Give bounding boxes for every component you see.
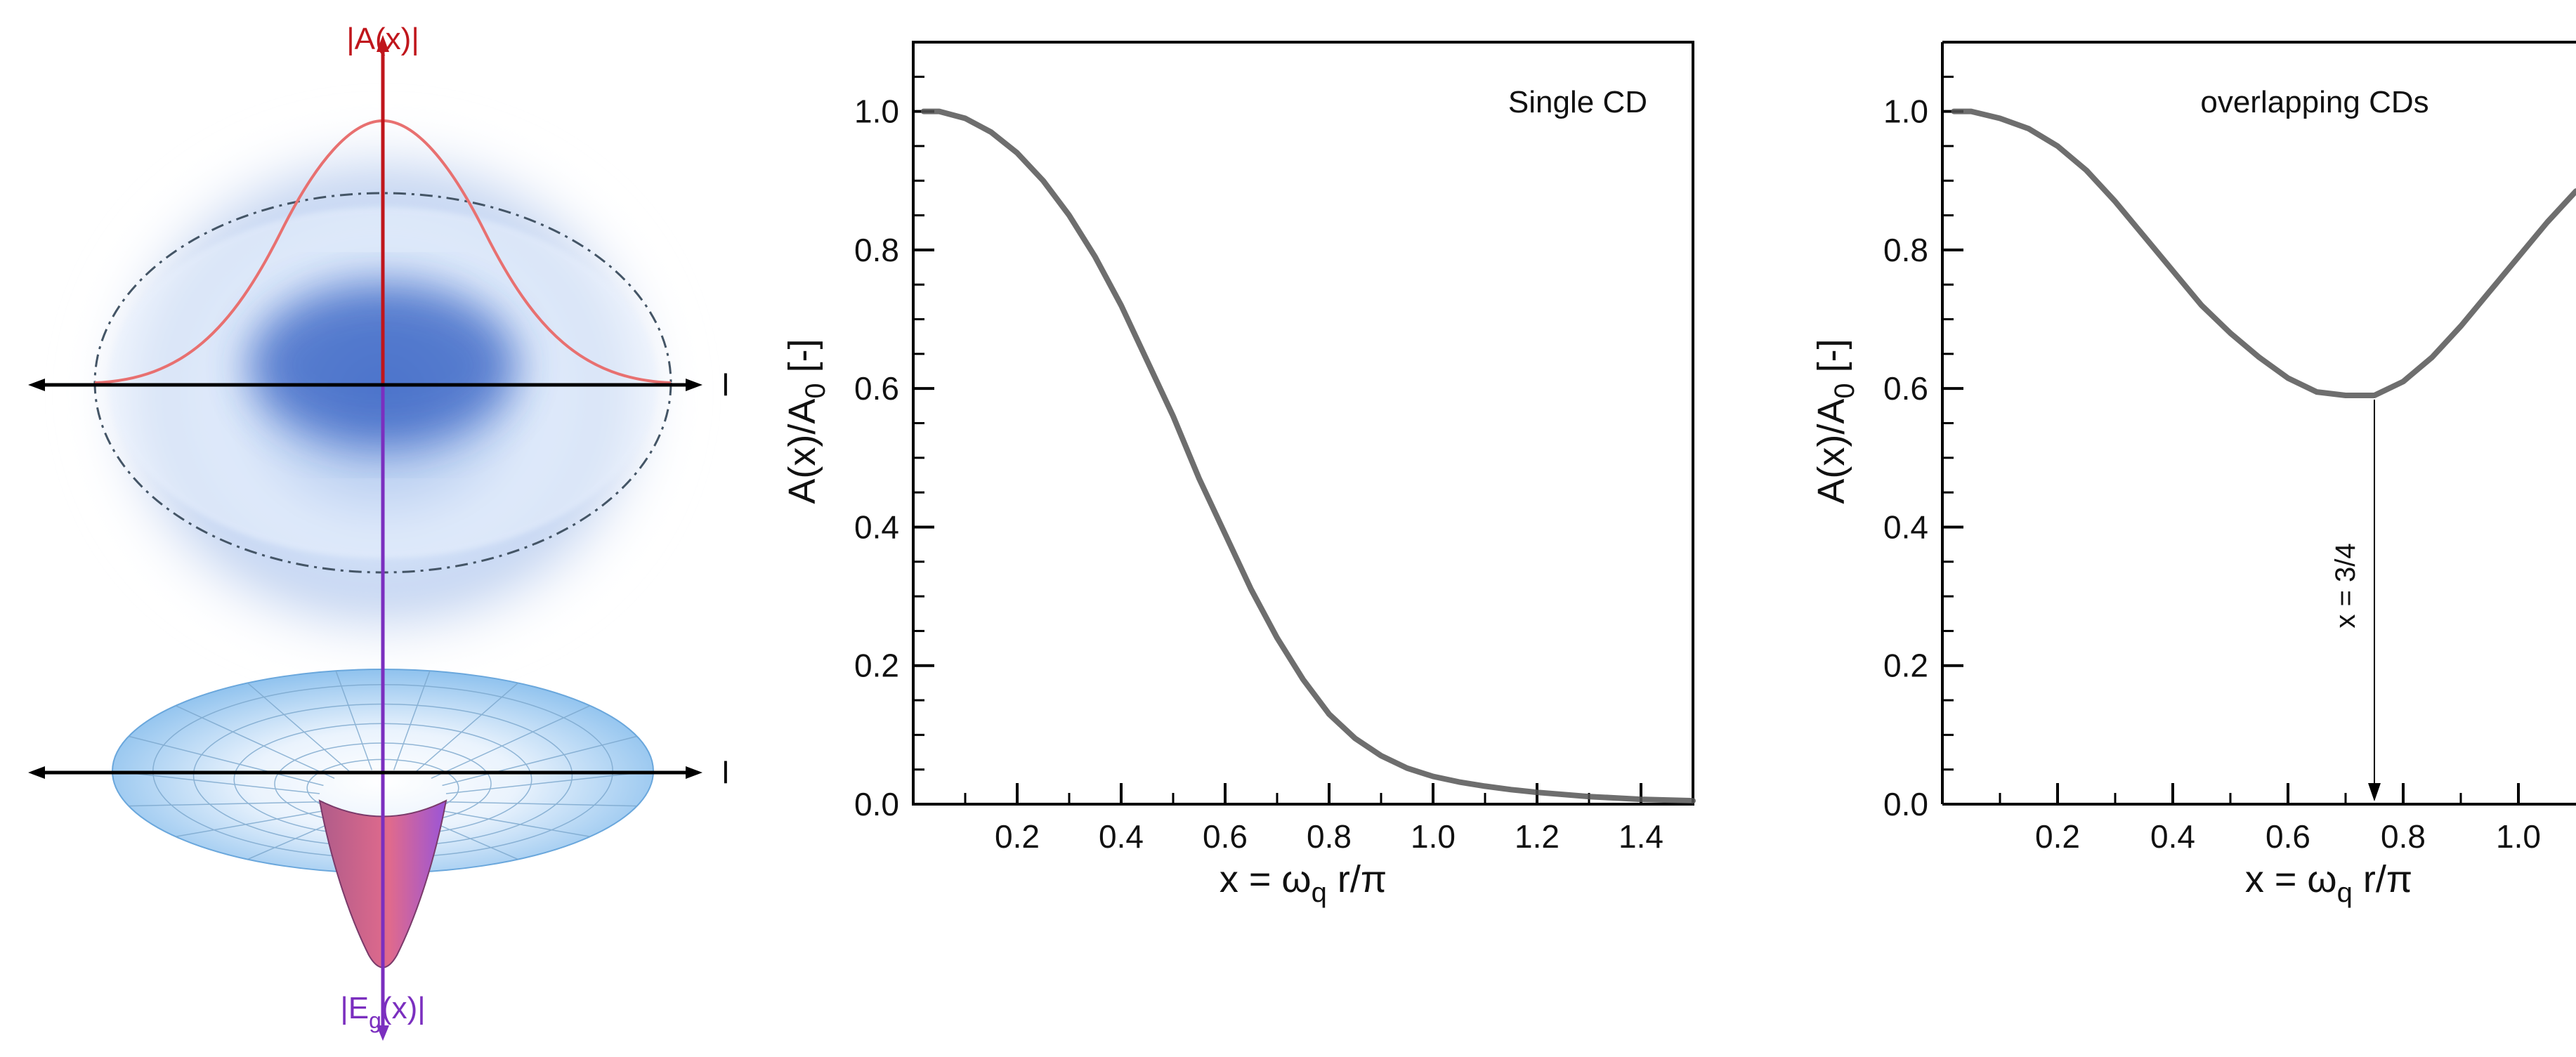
plot-frame (912, 41, 1694, 806)
energy-axis-label: |Eg(x)| (340, 991, 425, 1033)
potential-diagram: |A(x)| |Eg(x)| l l (28, 22, 729, 1041)
x-tick-label: 0.2 (995, 818, 1040, 855)
y-tick-label: 0.6 (1883, 370, 1928, 407)
funnel-mesh-spoke (442, 735, 637, 787)
y-tick-label: 0.4 (1883, 508, 1928, 545)
top-horizontal-arrow-right (686, 379, 702, 391)
funnel-mesh-spoke (442, 801, 637, 807)
y-tick-label: 0.2 (1883, 648, 1928, 684)
funnel-mesh-spoke (335, 670, 373, 770)
funnel-mesh-spoke (129, 735, 324, 787)
x-tick-label: 0.4 (1099, 818, 1144, 855)
x-tick-label: 1.0 (1411, 818, 1456, 855)
funnel-mesh-spoke (431, 705, 591, 779)
y-tick-label: 0.0 (1883, 786, 1928, 822)
minimum-marker-label: x = 3/4 (2330, 543, 2361, 628)
y-tick-label: 1.0 (854, 93, 899, 130)
top-axis-end-marker: l (722, 368, 729, 402)
y-tick-label: 0.8 (854, 232, 899, 268)
amplitude-axis-arrow (377, 35, 389, 52)
x-tick-label: 0.4 (2150, 818, 2195, 855)
x-axis-label: x = ωq r/π (2245, 858, 2412, 908)
chart-annotation: overlapping CDs (2200, 85, 2428, 119)
y-axis-label: A(x)/A0 [-] (781, 339, 831, 504)
x-tick-label: 0.8 (1307, 818, 1352, 855)
bottom-horizontal-arrow-right (686, 766, 702, 779)
amplitude-axis-label: |A(x)| (346, 22, 419, 56)
funnel-mesh-spoke (112, 770, 320, 794)
x-tick-label: 0.2 (2035, 818, 2080, 855)
funnel-mesh-spoke (445, 770, 654, 794)
y-tick-label: 0.0 (854, 786, 899, 822)
x-tick-label: 0.6 (2266, 818, 2310, 855)
x-tick-label: 1.4 (1619, 818, 1663, 855)
x-tick-label: 0.8 (2381, 818, 2426, 855)
y-tick-label: 1.0 (1883, 93, 1928, 130)
chart-single-cd: 0.0 0.2 0.4 0.6 0.8 1.0 0.2 0.4 0.6 0.8 1.0 1.2 1.4… (781, 41, 1696, 908)
y-axis-label: A(x)/A0 [-] (1810, 339, 1860, 504)
funnel-mesh-spoke (414, 682, 518, 774)
funnel-mesh-spoke (129, 801, 324, 807)
top-horizontal-arrow-left (28, 379, 45, 391)
x-axis-label: x = ωq r/π (1220, 858, 1387, 908)
chart-overlapping-cds: 0.0 0.2 0.4 0.6 0.8 1.0 0.2 0.4 0.6 0.8 1.0 x = 3… (1810, 41, 2576, 908)
y-tick-label: 0.2 (854, 648, 899, 684)
amplitude-curve-overlapping (1951, 108, 2576, 398)
y-tick-label: 0.8 (1883, 232, 1928, 268)
funnel-mesh-spoke (175, 808, 335, 837)
y-tick-label: 0.6 (854, 370, 899, 407)
funnel-mesh-spoke (431, 808, 591, 837)
energy-axis-arrow (377, 1025, 389, 1041)
funnel-mesh-spoke (175, 705, 335, 779)
funnel-mesh-spoke (247, 682, 352, 774)
x-tick-label: 1.2 (1515, 818, 1560, 855)
bottom-axis-end-marker: l (722, 756, 729, 790)
x-tick-label: 1.0 (2496, 818, 2541, 855)
chart-annotation: Single CD (1508, 85, 1647, 119)
x-tick-label: 0.6 (1203, 818, 1248, 855)
funnel-mesh-spoke (393, 670, 431, 770)
y-tick-label: 0.4 (854, 508, 899, 545)
amplitude-curve-single (920, 108, 1696, 804)
minimum-marker-arrow (2368, 783, 2381, 801)
bottom-horizontal-arrow-left (28, 766, 45, 779)
